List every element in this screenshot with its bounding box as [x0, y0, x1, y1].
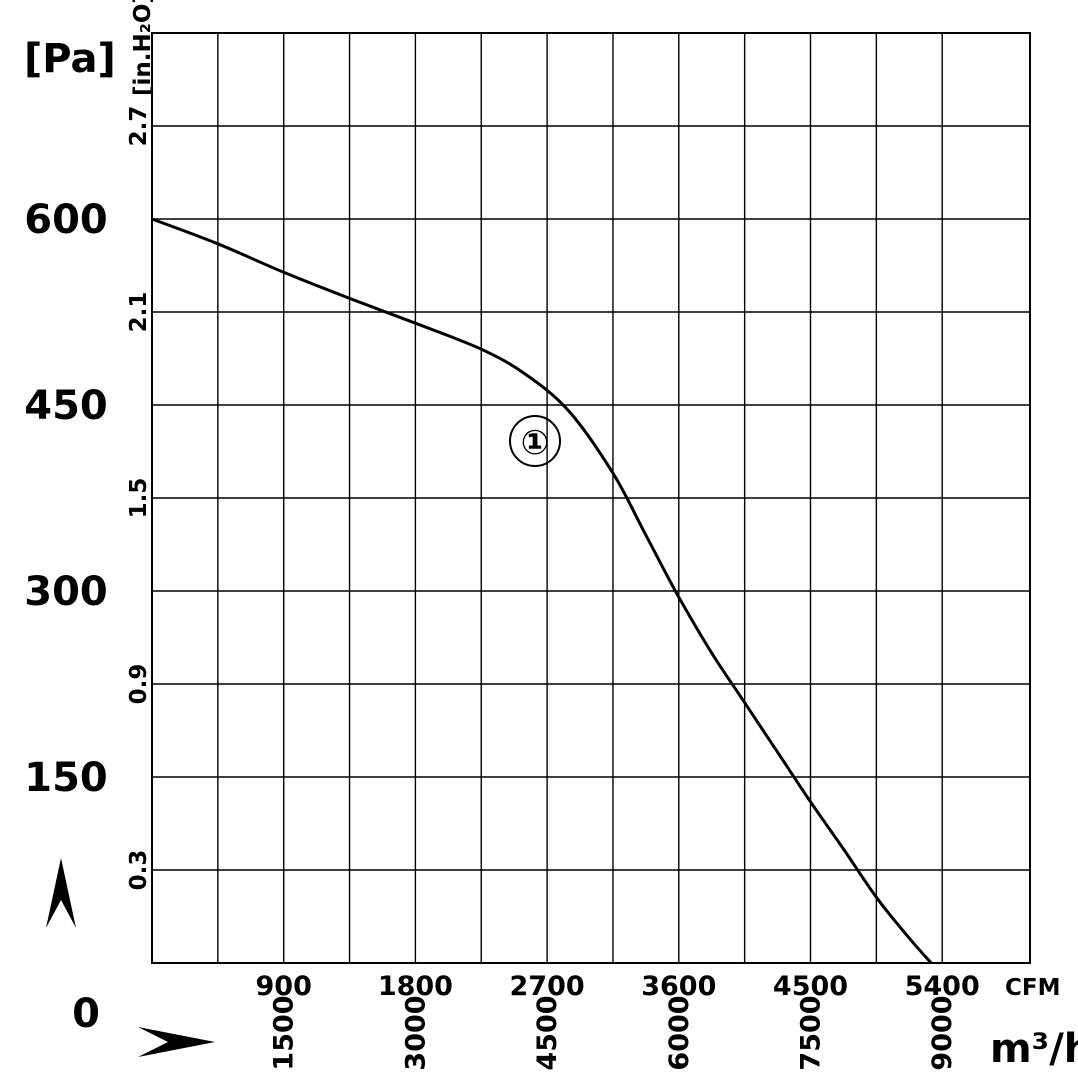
y-tick-label-pa: 600 [24, 197, 108, 243]
x-tick-label-m3h: 9000 [927, 995, 958, 1070]
y-axis-pa-labels: 150 300 450 600 [24, 197, 108, 801]
y-zero-label: 0 [72, 991, 100, 1037]
series-line [151, 217, 933, 964]
y-axis-unit-pa: [Pa] [24, 36, 116, 82]
y-tick-label-inh2o: 2.1 [126, 292, 152, 333]
y-tick-label-pa: 300 [24, 569, 108, 615]
x-axis-cfm-labels: 900 1800 2700 3600 4500 5400 [256, 971, 980, 1002]
x-tick-label-cfm: 2700 [510, 971, 585, 1002]
plot-frame [151, 32, 1031, 964]
y-tick-label-inh2o: 1.5 [126, 478, 152, 519]
x-tick-label-m3h: 3000 [400, 995, 431, 1070]
x-tick-label-m3h: 6000 [664, 995, 695, 1070]
y-tick-label-inh2o: 0.9 [126, 664, 152, 705]
x-axis-m3h-labels: 1500 3000 4500 6000 7500 9000 [269, 995, 959, 1070]
x-tick-label-cfm: 1800 [378, 971, 453, 1002]
x-tick-label-m3h: 1500 [269, 995, 300, 1070]
y-tick-label-inh2o: 0.3 [126, 850, 152, 891]
y-axis-arrow-icon [46, 858, 76, 928]
x-axis-arrow-icon [138, 1027, 215, 1057]
y-tick-label-inh2o: 2.7 [126, 106, 152, 147]
x-tick-label-cfm: 3600 [641, 971, 716, 1002]
grid [152, 33, 1030, 963]
series-label-marker: ① [509, 415, 561, 467]
y-axis-inh2o-labels: 0.3 0.9 1.5 2.1 2.7 [126, 106, 152, 891]
y-tick-label-pa: 450 [24, 383, 108, 429]
y-tick-label-pa: 150 [24, 755, 108, 801]
series-label: ① [521, 423, 550, 463]
x-tick-label-cfm: 5400 [905, 971, 980, 1002]
x-axis-unit-cfm: CFM [1005, 975, 1060, 1001]
x-tick-label-m3h: 7500 [796, 995, 827, 1070]
x-tick-label-m3h: 4500 [532, 995, 563, 1070]
y-axis-unit-inh2o: [in.H₂O] [130, 0, 156, 96]
x-tick-label-cfm: 4500 [773, 971, 848, 1002]
x-axis-unit-m3h: m³/h [990, 1026, 1078, 1072]
x-tick-label-cfm: 900 [256, 971, 312, 1002]
